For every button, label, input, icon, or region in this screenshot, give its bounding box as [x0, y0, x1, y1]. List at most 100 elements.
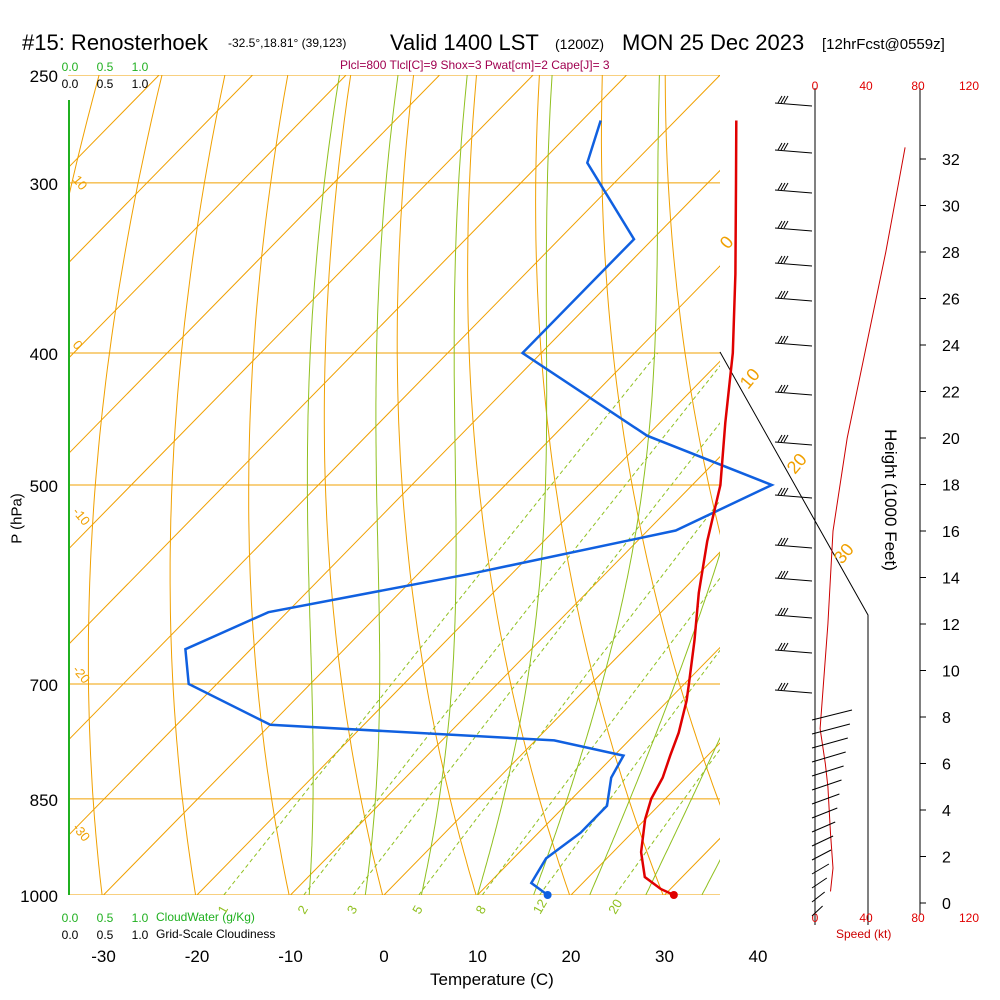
cloudwater-tick-bottom: 0.0 — [62, 911, 79, 925]
cloudiness-tick-bottom: 0.0 — [62, 928, 79, 942]
cloudiness-tick-bottom: 1.0 — [132, 928, 149, 942]
dry-adiabat-line — [396, 75, 477, 895]
cloudwater-tick-bottom: 0.5 — [97, 911, 114, 925]
wind-barb-low — [811, 821, 836, 833]
wind-barb-low — [811, 765, 844, 777]
mixing-ratio-label: 20 — [605, 896, 625, 916]
temperature-tick-label: 30 — [655, 947, 674, 966]
wind-barb-low — [811, 807, 838, 819]
moist-adiabat-line — [364, 75, 399, 895]
temperature-tick-label: -10 — [278, 947, 303, 966]
wind-barb-flag — [777, 182, 783, 191]
wind-speed-line — [819, 147, 906, 892]
isotherm-label: 0 — [716, 232, 738, 253]
wind-barb-low — [811, 877, 828, 889]
wind-barb-flag — [783, 487, 789, 496]
height-tick-label: 30 — [942, 199, 960, 216]
wind-barb-flag — [780, 607, 786, 616]
wind-barb-flag — [783, 384, 789, 393]
pressure-tick-label: 850 — [30, 791, 58, 810]
temperature-tick-label: 0 — [379, 947, 388, 966]
wind-barb-flag — [780, 290, 786, 299]
speed-tick-bottom: 40 — [859, 911, 873, 925]
mixing-ratio-label: 2 — [294, 903, 311, 917]
mixing-ratio-line — [352, 422, 720, 895]
cloudwater-label: CloudWater (g/Kg) — [156, 910, 255, 924]
wind-barb-flag — [780, 570, 786, 579]
wind-barb-staff — [774, 342, 813, 347]
wind-barb-low — [811, 905, 823, 917]
cloudwater-tick-bottom: 1.0 — [132, 911, 149, 925]
dry-adiabat-line — [664, 75, 720, 536]
wind-barb-low — [811, 779, 842, 791]
chart-title-valid: Valid 1400 LST — [390, 30, 539, 55]
wind-barb-low — [811, 835, 834, 847]
cloudwater-tick-top: 1.0 — [132, 60, 149, 74]
wind-barb-flag — [783, 255, 789, 264]
dewpoint-line — [184, 120, 775, 897]
dry-adiabat-label: -30 — [70, 820, 94, 844]
wind-barb-flag — [780, 434, 786, 443]
mixing-ratio-label: 8 — [473, 903, 490, 917]
pressure-tick-label: 1000 — [20, 887, 58, 906]
wind-barb-flag — [783, 142, 789, 151]
isotherm-line — [383, 551, 720, 895]
mixing-ratio-label: 12 — [530, 896, 550, 916]
mixing-ratio-label: 5 — [409, 903, 426, 917]
wind-barb-flag — [783, 220, 789, 229]
wind-barb-staff — [774, 149, 813, 154]
wind-barb-staff — [774, 614, 813, 619]
isotherm-line — [68, 75, 627, 646]
height-tick-label: 8 — [942, 710, 951, 727]
wind-barb-flag — [783, 537, 789, 546]
wind-barb-flag — [777, 434, 783, 443]
height-tick-label: 22 — [942, 385, 960, 402]
isotherm-line — [477, 646, 720, 895]
wind-barb — [774, 642, 813, 654]
height-tick-label: 0 — [942, 896, 951, 913]
wind-barb-flag — [777, 255, 783, 264]
chart-title-forecast: [12hrFcst@0559z] — [822, 36, 945, 53]
speed-tick-top: 80 — [911, 79, 925, 93]
height-tick-label: 6 — [942, 757, 951, 774]
pressure-tick-label: 500 — [30, 477, 58, 496]
background-grid — [68, 75, 1000, 925]
wind-barb-flag — [780, 142, 786, 151]
height-tick-label: 32 — [942, 152, 960, 169]
wind-barb-staff — [774, 262, 813, 267]
chart-title-date: MON 25 Dec 2023 — [622, 30, 805, 55]
temperature-tick-label: -20 — [185, 947, 210, 966]
wind-barb-flag — [777, 642, 783, 651]
height-tick-label: 14 — [942, 571, 960, 588]
cloudiness-label: Grid-Scale Cloudiness — [156, 927, 276, 941]
wind-barb — [774, 182, 813, 194]
cloudwater-tick-top: 0.0 — [62, 60, 79, 74]
wind-barb-flag — [777, 220, 783, 229]
wind-barb-staff — [774, 577, 813, 582]
isotherm-line — [103, 265, 720, 895]
height-tick-label: 10 — [942, 664, 960, 681]
dry-adiabat-line — [169, 75, 226, 895]
wind-barb — [774, 290, 813, 302]
height-tick-label: 26 — [942, 292, 960, 309]
cloudiness-tick-top: 0.0 — [62, 77, 79, 91]
wind-barb — [774, 434, 813, 446]
wind-barb — [774, 682, 813, 694]
cloudiness-tick-bottom: 0.5 — [97, 928, 114, 942]
pressure-tick-label: 250 — [30, 67, 58, 86]
isotherm-line — [68, 75, 253, 265]
dry-adiabat-label: -10 — [70, 504, 94, 528]
wind-barb — [774, 537, 813, 549]
height-tick-label: 20 — [942, 431, 960, 448]
wind-barb-flag — [783, 570, 789, 579]
dry-adiabat-line — [600, 75, 720, 806]
chart-title-location: -32.5°,18.81° (39,123) — [228, 36, 347, 50]
temperature-tick-label: 20 — [562, 947, 581, 966]
dry-adiabat-line — [87, 75, 163, 895]
cloudiness-tick-top: 1.0 — [132, 77, 149, 91]
isotherm-label: 30 — [830, 539, 858, 567]
dry-adiabat-line — [980, 75, 1000, 895]
wind-barb-low — [811, 849, 832, 861]
chart-title-utc: (1200Z) — [555, 36, 605, 52]
wind-barb-low — [811, 793, 840, 805]
